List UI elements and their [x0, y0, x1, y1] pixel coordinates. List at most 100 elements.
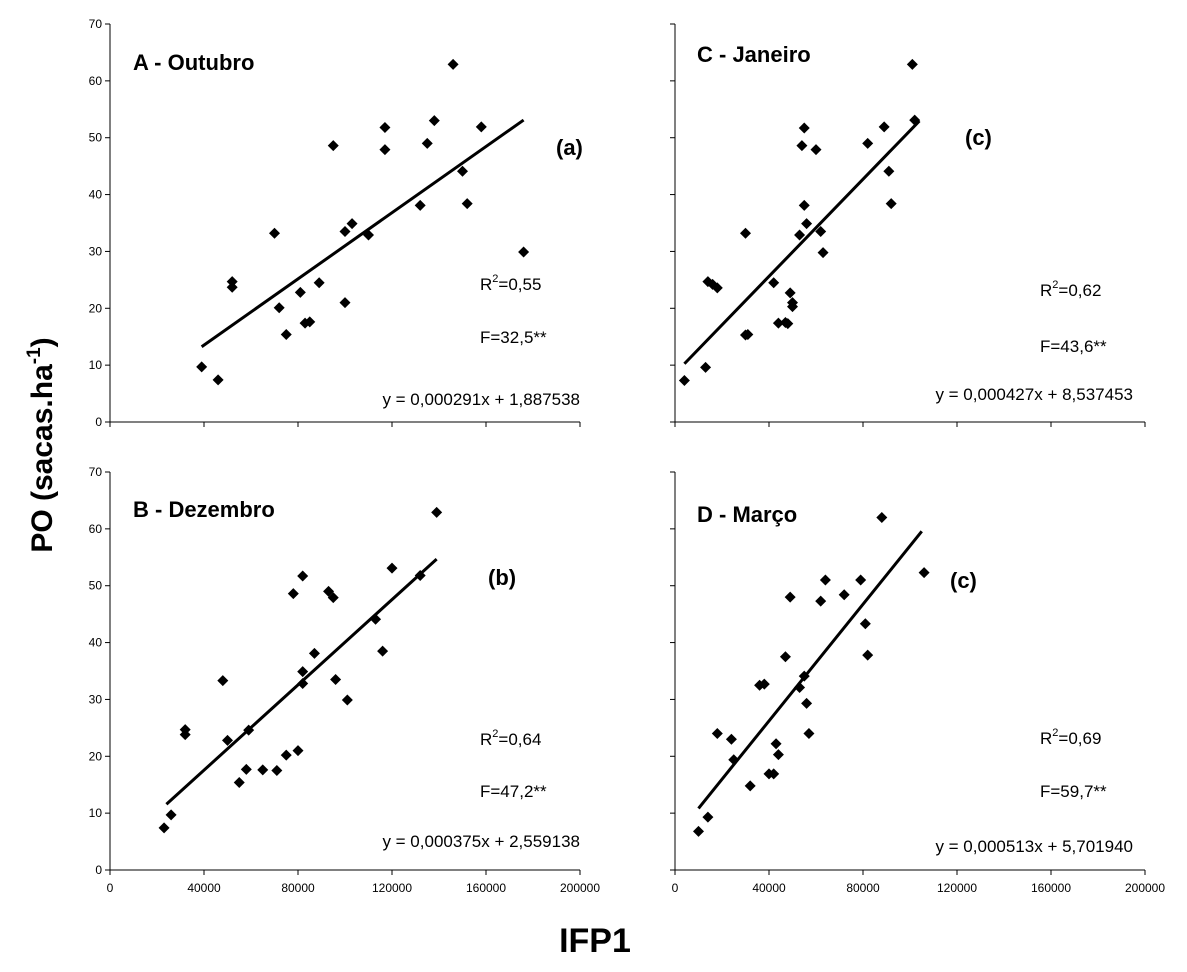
- data-point: [287, 588, 299, 600]
- data-point: [784, 591, 796, 603]
- y-tick-label: 40: [89, 188, 103, 202]
- y-axis-title-superscript: -1: [24, 347, 45, 364]
- regression-equation: y = 0,000427x + 8,537453: [935, 385, 1133, 404]
- data-point: [518, 246, 530, 258]
- r-squared-label: R2=0,64: [480, 728, 541, 749]
- data-point: [693, 825, 704, 837]
- panel-2: C - Janeiro (c) R2=0,62 F=43,6** y = 0,00042…: [670, 23, 1146, 427]
- y-tick-label: 30: [89, 244, 103, 258]
- data-point: [179, 729, 191, 741]
- data-point: [801, 218, 813, 230]
- x-tick-label: 40000: [752, 881, 786, 895]
- f-statistic-label: F=32,5**: [480, 328, 547, 347]
- y-tick-label: 40: [89, 636, 103, 650]
- x-tick-label: 200000: [1125, 881, 1165, 895]
- regression-line: [683, 119, 921, 365]
- y-tick-label: 20: [89, 301, 103, 315]
- data-point: [815, 226, 827, 238]
- r-squared-superscript: 2: [492, 728, 498, 740]
- y-tick-label: 60: [89, 74, 103, 88]
- data-point: [801, 697, 813, 709]
- data-point: [810, 144, 822, 156]
- data-point: [273, 302, 285, 314]
- data-point: [431, 506, 443, 518]
- x-tick-label: 120000: [937, 881, 977, 895]
- data-point: [475, 121, 487, 133]
- data-point: [817, 247, 829, 259]
- data-point: [308, 647, 320, 659]
- data-point: [222, 734, 233, 746]
- r-squared-symbol: R: [1040, 281, 1052, 300]
- data-point: [363, 229, 374, 241]
- r-squared-value: =0,62: [1058, 281, 1101, 300]
- x-tick-label: 40000: [187, 881, 221, 895]
- panel-title: B - Dezembro: [133, 497, 275, 522]
- data-point: [885, 198, 897, 210]
- data-point: [428, 115, 440, 127]
- r-squared-value: =0,64: [498, 730, 541, 749]
- y-tick-label: 50: [89, 579, 103, 593]
- regression-equation: y = 0,000375x + 2,559138: [382, 832, 580, 851]
- y-tick-label: 70: [89, 17, 103, 31]
- data-point: [742, 328, 754, 340]
- data-point: [855, 574, 867, 586]
- r-squared-label: R2=0,69: [1040, 727, 1101, 748]
- data-point: [421, 137, 433, 149]
- data-point: [918, 567, 930, 579]
- y-tick-label: 60: [89, 522, 103, 536]
- data-point: [297, 678, 309, 690]
- data-point: [294, 286, 306, 298]
- data-point: [794, 681, 806, 693]
- r-squared-label: R2=0,55: [480, 273, 541, 294]
- r-squared-superscript: 2: [492, 273, 498, 285]
- data-point: [447, 58, 459, 70]
- data-point: [702, 811, 714, 823]
- data-point: [271, 765, 283, 776]
- data-point: [457, 165, 468, 177]
- f-statistic-label: F=59,7**: [1040, 782, 1107, 801]
- data-point: [803, 728, 815, 740]
- x-tick-label: 160000: [466, 881, 506, 895]
- data-point: [779, 651, 791, 663]
- data-point: [798, 670, 810, 682]
- r-squared-symbol: R: [480, 730, 492, 749]
- panel-label: (a): [556, 135, 583, 160]
- data-point: [798, 199, 810, 211]
- data-point: [226, 276, 238, 288]
- y-axis-title-end: ): [26, 337, 59, 347]
- data-point: [386, 562, 398, 574]
- data-point: [339, 226, 351, 238]
- data-point: [339, 297, 351, 309]
- r-squared-superscript: 2: [1052, 727, 1058, 739]
- data-point: [787, 297, 798, 309]
- r-squared-superscript: 2: [1052, 279, 1058, 291]
- data-point: [297, 666, 309, 678]
- r-squared-symbol: R: [1040, 729, 1052, 748]
- data-point: [297, 570, 309, 582]
- panel-title: D - Março: [697, 502, 797, 527]
- data-point: [330, 674, 342, 686]
- data-point: [909, 114, 921, 126]
- data-point: [226, 281, 238, 293]
- data-point: [725, 733, 737, 745]
- data-point: [796, 140, 808, 152]
- data-point: [341, 694, 353, 706]
- x-axis-title: IFP1: [559, 922, 631, 960]
- x-tick-label: 80000: [281, 881, 315, 895]
- data-point: [414, 199, 426, 211]
- data-point: [772, 749, 784, 761]
- data-point: [740, 227, 751, 239]
- data-point: [292, 745, 304, 757]
- data-point: [772, 317, 784, 329]
- panel-4: 0 40000 80000 120000 160000 200000 D - Março (c…: [670, 471, 1165, 895]
- x-tick-label: 80000: [846, 881, 880, 895]
- data-point: [269, 227, 280, 239]
- data-point: [313, 277, 325, 289]
- panel-title: C - Janeiro: [697, 42, 811, 67]
- data-point: [782, 318, 794, 330]
- y-tick-label: 10: [89, 358, 103, 372]
- x-tick-label: 200000: [560, 881, 600, 895]
- regression-line: [200, 118, 525, 348]
- regression-line: [697, 530, 923, 810]
